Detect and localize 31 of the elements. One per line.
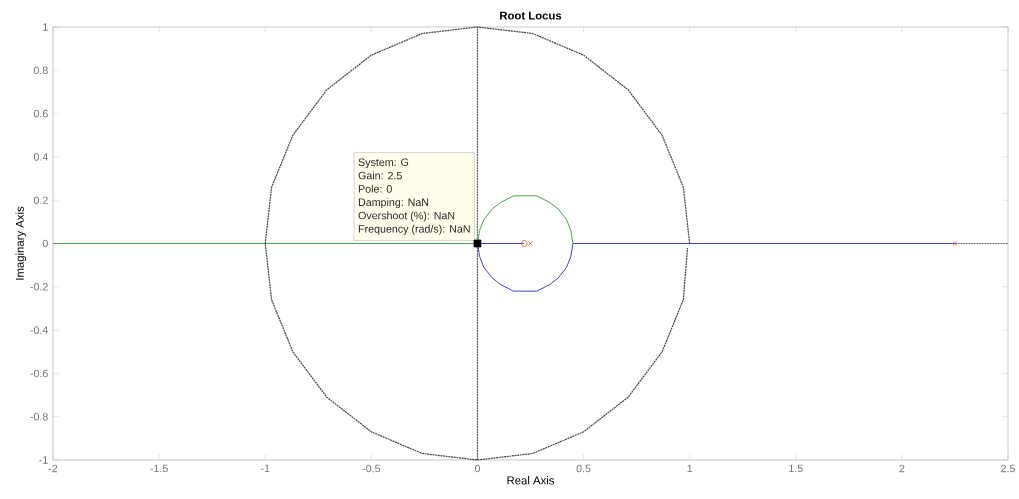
y-tick-label: 0.8 xyxy=(33,66,48,75)
x-tick-label: -1 xyxy=(260,464,270,473)
y-tick-label: -1 xyxy=(39,456,48,464)
x-axis-title: Real Axis xyxy=(507,476,554,485)
y-tick-label: 0.2 xyxy=(33,196,48,204)
y-tick-label: -0.2 xyxy=(30,283,48,291)
y-tick-label: 1 xyxy=(43,23,48,31)
y-tick-label: -0.4 xyxy=(30,326,48,334)
y-tick-label: 0 xyxy=(42,239,48,248)
annotation: Pole: 0 xyxy=(358,184,392,193)
y-tick-label: 0.6 xyxy=(33,109,48,118)
x-tick-label: 1 xyxy=(687,464,693,473)
y-axis-title: Imaginary Axis xyxy=(15,206,27,280)
x-tick-label: 2 xyxy=(899,464,905,473)
annotation: Overshoot (%): NaN xyxy=(358,211,455,222)
x-tick-label: -2 xyxy=(48,464,58,473)
annotation: Frequency (rad/s): NaN xyxy=(358,224,470,235)
x-tick-label: -0.5 xyxy=(362,464,381,473)
y-tick-label: -0.8 xyxy=(30,412,48,421)
annotation: Gain: 2.5 xyxy=(358,171,402,180)
line-series xyxy=(264,26,691,461)
y-tick-label: 0.4 xyxy=(33,153,48,161)
y-tick-label: -0.6 xyxy=(30,369,48,378)
annotation: Damping: NaN xyxy=(358,198,429,209)
x-tick-label: 1.5 xyxy=(789,464,803,473)
x-tick-label: 0.5 xyxy=(576,464,591,473)
chart-title: Root Locus xyxy=(500,11,562,20)
annotation: System: G xyxy=(358,158,409,169)
x-tick-label: 0 xyxy=(474,464,481,473)
x-tick-label: -1.5 xyxy=(150,464,168,473)
x-tick-label: 2.5 xyxy=(1001,464,1015,473)
